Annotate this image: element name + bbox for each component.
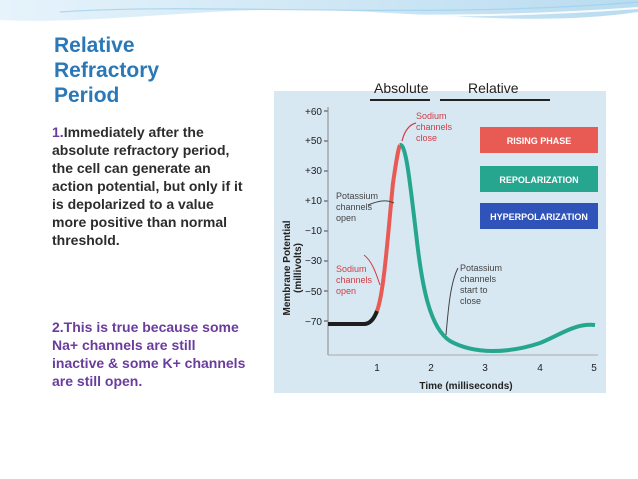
x-tick-4: 4 (537, 363, 543, 374)
absolute-label: Absolute (374, 80, 429, 96)
legend-repolarization (480, 166, 598, 192)
y-tick-5: −10 (305, 226, 322, 237)
action-potential-figure: Absolute Relative Membrane Potential (mi… (270, 73, 610, 425)
bullet-point-1-number: 1. (52, 124, 64, 140)
sodium-open-arrow (363, 254, 381, 286)
x-axis-label: Time (milliseconds) (419, 381, 512, 392)
annotation-potassium-close-3: start to (460, 285, 488, 295)
annotation-potassium-close-1: Potassium (460, 263, 502, 273)
resting-baseline (328, 310, 379, 326)
y-tick-3: +30 (305, 166, 322, 177)
annotation-sodium-open-2: channels (336, 275, 373, 285)
y-tick-1: +60 (305, 107, 322, 118)
annotation-potassium-open-3: open (336, 213, 356, 223)
x-tick-3: 3 (482, 363, 488, 374)
y-tick-4: +10 (305, 196, 322, 207)
bullet-point-1: 1.Immediately after the absolute refract… (52, 123, 248, 249)
annotation-sodium-open-1: Sodium (336, 264, 367, 274)
annotation-sodium-close-2: channels (416, 122, 453, 132)
legend-hyperpolarization (480, 203, 598, 229)
potassium-close-arrow (445, 267, 459, 336)
sodium-close-arrow (401, 122, 417, 142)
y-tick-7: −50 (305, 287, 322, 298)
y-axis-label-line2: (millivolts) (293, 243, 304, 293)
x-tick-5: 5 (591, 363, 597, 374)
legend-repolarization-label: REPOLARIZATION (499, 175, 578, 185)
annotation-potassium-close-4: close (460, 296, 481, 306)
header-wave-decoration (0, 0, 638, 23)
relative-label: Relative (468, 80, 519, 96)
y-tick-8: −70 (305, 317, 322, 328)
annotation-potassium-open-2: channels (336, 202, 373, 212)
rising-phase-curve (375, 144, 402, 312)
bullet-point-1-text: Immediately after the absolute refractor… (52, 124, 243, 248)
annotation-sodium-close-1: Sodium (416, 111, 447, 121)
repolarization-curve (398, 142, 596, 353)
annotation-potassium-close-2: channels (460, 274, 497, 284)
y-axis-label-line1: Membrane Potential (282, 220, 293, 315)
legend-rising-phase-label: RISING PHASE (507, 136, 572, 146)
x-tick-1: 1 (374, 363, 380, 374)
y-tick-2: +50 (305, 136, 322, 147)
legend-rising-phase (480, 127, 598, 153)
legend-hyperpolarization-label: HYPERPOLARIZATION (490, 212, 588, 222)
annotation-sodium-open-3: open (336, 286, 356, 296)
slide-title: Relative Refractory Period (54, 34, 160, 107)
x-tick-2: 2 (428, 363, 434, 374)
y-tick-6: −30 (305, 256, 322, 267)
annotation-sodium-close-3: close (416, 133, 437, 143)
annotation-potassium-open-1: Potassium (336, 191, 378, 201)
potassium-open-arrow (367, 200, 395, 206)
bullet-point-2: 2.This is true because some Na+ channels… (52, 319, 246, 389)
